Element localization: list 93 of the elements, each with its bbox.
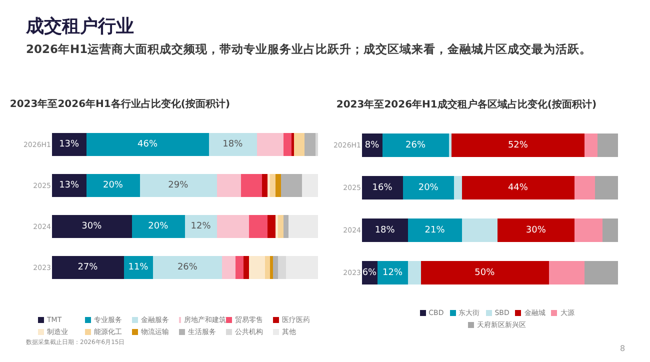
bar [280,174,302,197]
bar [222,256,236,279]
bar [278,256,286,279]
bar [462,176,574,200]
data-label: 44% [508,182,528,193]
data-label: 26% [406,140,426,150]
bar [270,174,276,197]
data-label: 46% [138,140,158,150]
data-label: 8% [364,140,380,150]
bar [248,256,265,279]
bar [574,176,595,200]
bar [140,174,217,197]
data-label: 26% [177,262,198,273]
text: 成交租户行业 [26,15,135,38]
data-label: 13% [59,140,80,150]
bar [315,133,318,156]
bar [256,133,284,156]
bar [208,133,257,156]
bar [270,256,273,279]
bar [408,218,462,242]
data-label: 18% [222,140,244,150]
bar [598,134,618,157]
bar [382,134,450,157]
bar [216,174,241,197]
bar [304,133,316,156]
data-label: 21% [424,225,446,236]
bar [408,261,421,284]
bar [420,261,549,284]
bar [216,215,249,238]
data-label: 30% [82,222,102,232]
bar [262,174,268,197]
data-label: 27% [78,262,98,273]
bar [449,134,452,157]
data-label: 20% [418,182,439,193]
bar [402,176,454,200]
bar [594,176,618,200]
bar [267,174,270,197]
bar [248,215,268,238]
data-label: 11% [128,262,149,273]
data-label: 12% [382,268,403,278]
data-label: 20% [102,180,124,190]
data-label: 52% [508,140,528,150]
bar [602,218,618,242]
bar [294,133,305,156]
bar [264,256,270,279]
bar [185,215,217,238]
text: 2026年H1运营商大面积成交频现，带动专业服务业占比跃升；成交区域来看，金融城片区成交最为活跃。 [26,42,593,57]
bar [498,218,574,242]
data-label: 20% [148,222,169,232]
bar [291,133,294,156]
data-label: 18% [374,225,396,236]
bar [153,256,222,279]
bar [584,134,598,157]
data-label: 12% [190,222,212,232]
bar [584,261,618,284]
bar [278,215,284,238]
bar [52,133,87,156]
bar [132,215,185,238]
bar [452,134,585,157]
bar [275,215,278,238]
bar [377,261,408,284]
bar [124,256,154,279]
bar [286,256,318,279]
bar [52,174,87,197]
bar [275,174,281,197]
bar [462,218,498,242]
data-label: 30% [526,225,546,236]
data-label: 29% [168,180,189,190]
bar [244,256,249,279]
bar [86,133,209,156]
bar [302,174,318,197]
bar [283,133,292,156]
bar [574,218,603,242]
data-label: 13% [59,180,80,190]
bar [548,261,585,284]
bar [86,174,140,197]
data-label: 6% [362,268,378,278]
bar [362,176,403,200]
bar [283,215,289,238]
bar [236,256,244,279]
bar [362,218,408,242]
bar [454,176,462,200]
bar [52,215,132,238]
data-label: 16% [372,182,393,193]
data-label: 50% [474,268,496,278]
bar [240,174,262,197]
chart-title: 2023年至2026年H1成交租户各区域占比变化(按面积计) [336,98,597,110]
chart-title: 2023年至2026年H1各行业占比变化(按面积计) [10,98,230,110]
bar [272,256,278,279]
bar [267,215,276,238]
bar [288,215,318,238]
text: 8 [620,344,626,353]
bar [52,256,124,279]
